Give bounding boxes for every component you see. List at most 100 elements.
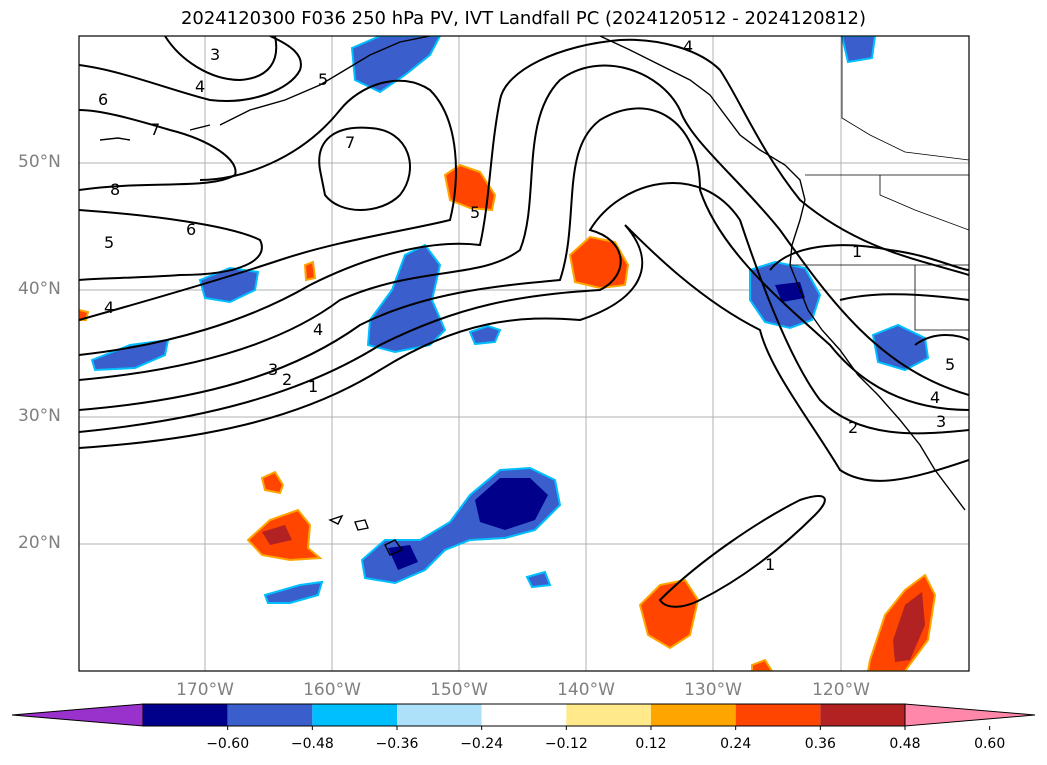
contour-label: 5 — [470, 203, 480, 222]
colorbar-tick-label: −0.12 — [544, 736, 588, 752]
coast-aleutians — [99, 124, 211, 141]
contour-label: 1 — [308, 377, 318, 396]
pv-contours — [79, 36, 969, 608]
colorbar-extend-low — [11, 703, 144, 727]
blob-15n-pos — [638, 578, 700, 650]
political-borders — [790, 36, 969, 331]
contour-2 — [79, 182, 969, 435]
colorbar-segment — [312, 704, 397, 726]
contour-7 — [318, 126, 411, 211]
blob-aleutian-neg — [350, 36, 442, 94]
contour-label: 6 — [98, 90, 108, 109]
colorbar-segment — [481, 704, 567, 726]
contour-label: 4 — [683, 37, 693, 56]
contour-label: 4 — [313, 320, 323, 339]
colorbar-tick-label: −0.48 — [290, 736, 334, 752]
colorbar-tick-label: 0.60 — [974, 736, 1006, 752]
contour-label: 3 — [936, 412, 946, 431]
contour-8 — [79, 109, 237, 191]
contour-11 — [164, 36, 278, 82]
contour-label: 4 — [195, 77, 205, 96]
map-title: 2024120300 F036 250 hPa PV, IVT Landfall… — [180, 8, 867, 29]
colorbar-segment — [651, 704, 736, 726]
map-frame — [78, 35, 970, 672]
blob-41n-small-pos — [303, 260, 317, 282]
blob-west-35n-neg — [90, 338, 170, 372]
negative-anomaly-shading — [90, 36, 930, 604]
contour-label: 5 — [318, 70, 328, 89]
blob-25n-small-pos — [260, 470, 285, 495]
blob-hawaii-core — [475, 478, 548, 530]
coast-west-us — [789, 199, 966, 511]
colorbar-segment — [566, 704, 651, 726]
blob-coast-40n-core — [775, 282, 805, 302]
blob-small-36n-neg — [468, 324, 502, 346]
lat-label-30n: 30°N — [18, 406, 61, 426]
contour-labels: 3 4 5 6 7 7 8 6 5 4 4 3 2 1 5 4 1 1 2 3 … — [98, 37, 955, 574]
coastlines — [99, 36, 966, 556]
contour-label: 7 — [150, 120, 160, 139]
contour-12 — [658, 495, 826, 608]
contour-label: 3 — [268, 360, 278, 379]
contour-5 — [79, 38, 969, 356]
contour-label: 6 — [186, 220, 196, 239]
colorbar-segment — [820, 704, 905, 726]
lon-label-150w: 150°W — [430, 680, 488, 700]
lon-label-120w: 120°W — [812, 680, 870, 700]
border-alaska-canada — [841, 36, 969, 161]
lon-label-140w: 140°W — [557, 680, 615, 700]
colorbar-tick-label: 0.36 — [804, 736, 836, 752]
colorbar-segment — [143, 704, 228, 726]
contour-label: 2 — [848, 418, 858, 437]
contour-3 — [79, 107, 969, 411]
contour-label: 4 — [104, 298, 114, 317]
border-states — [790, 175, 969, 331]
colorbar-tick-label: 0.48 — [889, 736, 921, 752]
lon-label-130w: 130°W — [684, 680, 742, 700]
lat-label-20n: 20°N — [18, 533, 61, 553]
contour-10 — [79, 36, 302, 102]
blob-west-40n-neg — [198, 266, 260, 304]
gridlines — [79, 36, 969, 671]
positive-anomaly-shading — [79, 163, 937, 671]
contour-9 — [79, 209, 263, 281]
coast-hawaii — [328, 514, 404, 556]
blob-south-neg — [263, 580, 324, 604]
blob-bottom-pos — [751, 658, 774, 671]
contour-14 — [839, 293, 969, 301]
blob-se-core — [893, 592, 925, 662]
lat-label-40n: 40°N — [18, 279, 61, 299]
contour-label: 2 — [282, 370, 292, 389]
colorbar-tick-label: −0.24 — [460, 736, 504, 752]
colorbar-tick-label: −0.60 — [206, 736, 250, 752]
contour-6 — [79, 79, 457, 321]
coast-alaska — [219, 36, 431, 126]
contour-label: 1 — [765, 555, 775, 574]
contour-4 — [79, 64, 969, 396]
contour-13 — [769, 244, 969, 271]
lon-label-170w: 170°W — [176, 680, 234, 700]
contour-label: 5 — [104, 233, 114, 252]
contour-label: 4 — [930, 388, 940, 407]
blob-small-17n-neg — [525, 570, 552, 589]
blob-20n-core — [262, 525, 292, 545]
colorbar-segment — [227, 704, 313, 726]
blob-ne-corner-neg — [840, 36, 877, 64]
contour-label: 8 — [110, 180, 120, 199]
contour-label: 3 — [210, 45, 220, 64]
blob-42n-pos — [568, 235, 630, 290]
contour-1 — [79, 224, 969, 482]
contour-label: 1 — [852, 242, 862, 261]
contour-label: 7 — [345, 133, 355, 152]
colorbar-segment — [735, 704, 821, 726]
lat-label-50n: 50°N — [18, 152, 61, 172]
colorbar-outline — [142, 703, 906, 727]
contour-label: 5 — [945, 355, 955, 374]
colorbar-segment — [397, 704, 482, 726]
colorbar-tick-label: 0.24 — [720, 736, 752, 752]
coast-alaska-panhandle — [599, 36, 806, 201]
contour-15 — [914, 334, 969, 346]
colorbar-extend-high — [904, 703, 1036, 727]
colorbar — [11, 703, 1036, 730]
